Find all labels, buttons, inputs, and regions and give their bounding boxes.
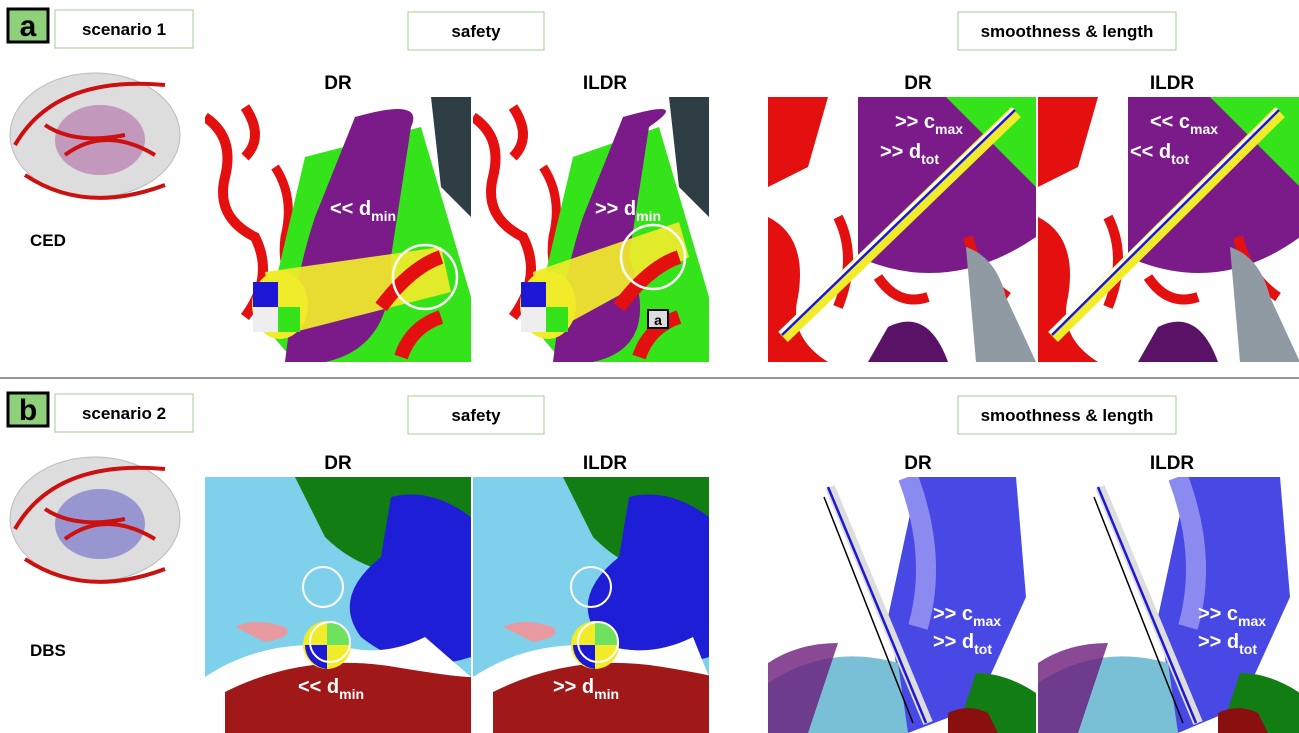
- method-label: ILDR: [583, 73, 628, 94]
- annotation-subscript: min: [636, 208, 661, 224]
- render-panel: a >> dmin: [473, 97, 709, 362]
- brain-thumbnail: [10, 73, 180, 198]
- annotation-text: >> c: [933, 603, 973, 625]
- annotation-text: << d: [298, 676, 339, 698]
- render-panel: << dmin: [205, 97, 471, 362]
- annotation-subscript: max: [973, 613, 1001, 629]
- annotation-subscript: min: [594, 686, 619, 702]
- annotation-subscript: tot: [1239, 641, 1257, 657]
- method-label: ILDR: [1150, 453, 1195, 474]
- render-panel: >> cmax >> dtot: [1038, 477, 1299, 733]
- method-label: DR: [324, 73, 352, 94]
- group-title: safety: [451, 22, 501, 41]
- scene-shape: [253, 282, 278, 307]
- method-label: DR: [904, 453, 932, 474]
- scenario-label: scenario 2: [82, 404, 166, 423]
- render-panel: << dmin: [205, 477, 471, 733]
- render-panel: >> cmax >> dtot: [768, 97, 1036, 362]
- render-panel: >> dmin: [473, 477, 712, 733]
- panel-letter: b: [19, 394, 37, 427]
- scene-shape: [521, 282, 546, 307]
- annotation-subscript: tot: [1171, 151, 1189, 167]
- procedure-label: DBS: [30, 641, 66, 660]
- method-label: ILDR: [1150, 73, 1195, 94]
- annotation-subscript: tot: [974, 641, 992, 657]
- annotation-text: >> c: [895, 111, 935, 133]
- group-title: smoothness & length: [981, 406, 1154, 425]
- annotation-subscript: max: [1238, 613, 1266, 629]
- annotation-text: << d: [1130, 141, 1171, 163]
- annotation-text: >> d: [595, 198, 636, 220]
- render-panel: >> cmax >> dtot: [768, 477, 1036, 733]
- annotation-text: >> d: [1198, 631, 1239, 653]
- brain-thumbnail: [10, 457, 180, 582]
- annotation-subscript: max: [1190, 121, 1218, 137]
- scene-shape: [521, 307, 546, 332]
- annotation-subscript: tot: [921, 151, 939, 167]
- scene-shape: [253, 307, 278, 332]
- scene-shape: [546, 307, 568, 332]
- annotation-text: << c: [1150, 111, 1190, 133]
- annotation-subscript: min: [339, 686, 364, 702]
- marker-label: a: [654, 312, 662, 328]
- annotation-subscript: max: [935, 121, 963, 137]
- group-title: safety: [451, 406, 501, 425]
- method-label: DR: [904, 73, 932, 94]
- scenario-label: scenario 1: [82, 20, 166, 39]
- scene-shape: [278, 307, 300, 332]
- annotation-text: >> d: [553, 676, 594, 698]
- procedure-label: CED: [30, 231, 66, 250]
- annotation-text: >> c: [1198, 603, 1238, 625]
- annotation-text: >> d: [880, 141, 921, 163]
- method-label: ILDR: [583, 453, 628, 474]
- annotation-text: << d: [330, 198, 371, 220]
- render-panel: << cmax << dtot: [1038, 97, 1299, 362]
- panel-letter: a: [20, 10, 37, 43]
- method-label: DR: [324, 453, 352, 474]
- annotation-subscript: min: [371, 208, 396, 224]
- group-title: smoothness & length: [981, 22, 1154, 41]
- figure: ascenario 1 CEDsafetyDR << dminILDR a>> …: [0, 0, 1299, 733]
- annotation-text: >> d: [933, 631, 974, 653]
